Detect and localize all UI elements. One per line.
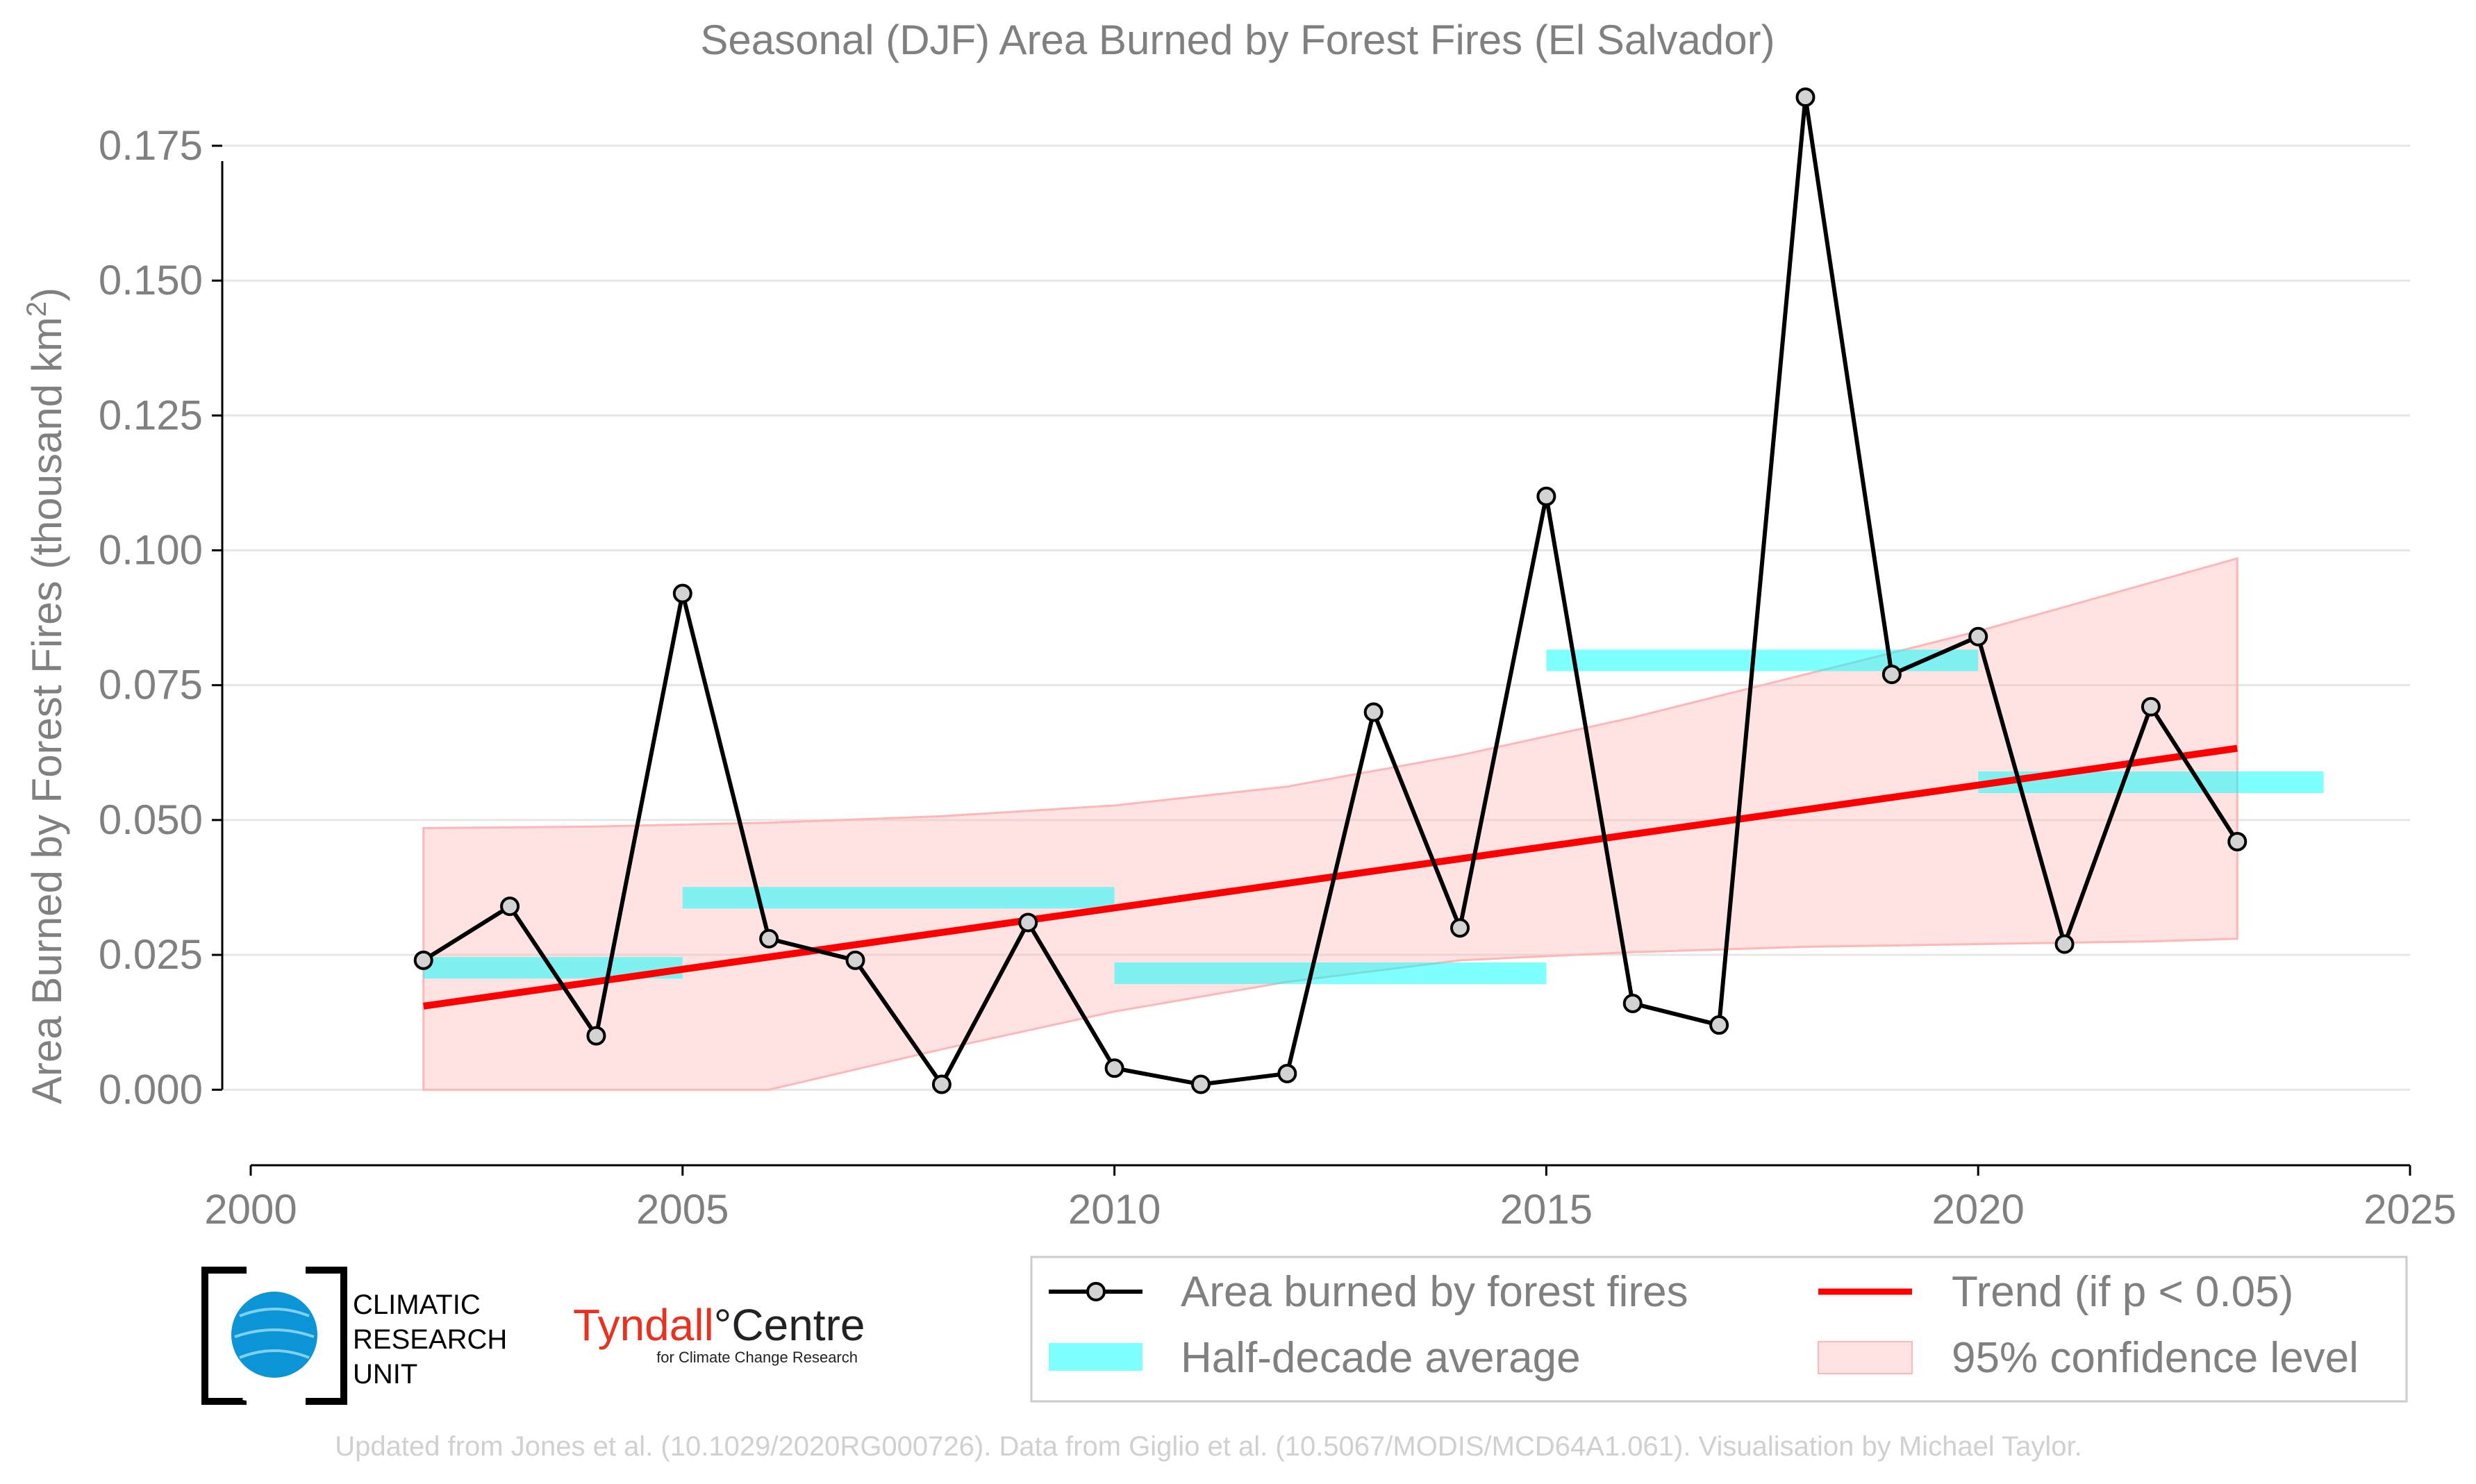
y-tick-label: 0.175 — [99, 122, 203, 169]
trend-line — [423, 744, 2238, 1010]
data-point — [1277, 1063, 1297, 1083]
x-tick-label: 2005 — [636, 1186, 729, 1233]
data-point — [759, 928, 779, 949]
data-point — [1536, 486, 1556, 506]
data-point — [1363, 702, 1384, 722]
legend-label-half-decade: Half-decade average — [1181, 1334, 1581, 1382]
data-point — [845, 950, 865, 970]
legend-item-half-decade: Half-decade average — [1049, 1334, 1581, 1382]
data-point — [1622, 993, 1643, 1013]
cru-logo-bracket-right — [306, 1267, 347, 1405]
data-point — [2054, 934, 2075, 954]
cru-logo-globe-icon — [231, 1292, 317, 1378]
cru-logo-globe-lines — [234, 1308, 315, 1359]
x-tick-labels: 2000 2005 2010 2015 2020 2025 — [204, 1165, 2457, 1233]
data-point — [1018, 912, 1038, 933]
half-decade-average-bar — [1114, 962, 1547, 985]
data-point — [1968, 626, 1988, 647]
data-point — [2227, 831, 2247, 851]
y-axis-label-superscript: 2 — [22, 301, 52, 317]
legend-frame — [1030, 1256, 2408, 1403]
cru-logo: CLIMATIC RESEARCH UNIT — [201, 1267, 507, 1405]
y-tick-label: 0.125 — [99, 392, 203, 438]
x-tick-label: 2025 — [2363, 1186, 2456, 1233]
data-point — [1709, 1015, 1729, 1035]
data-point — [1104, 1058, 1124, 1078]
data-point — [1450, 918, 1470, 938]
cru-logo-line-2: RESEARCH — [353, 1324, 507, 1355]
data-point — [1795, 87, 1816, 107]
y-axis-label-main: Area Burned by Forest Fires (thousand km — [24, 317, 70, 1104]
y-tick-label: 0.025 — [99, 931, 203, 978]
tyndall-logo-degree: ° — [714, 1300, 732, 1350]
legend-band-icon — [1049, 1343, 1143, 1371]
legend-label-area-burned: Area burned by forest fires — [1181, 1268, 1688, 1316]
x-tick-label: 2020 — [1931, 1186, 2024, 1233]
y-tick-label: 0.050 — [99, 797, 203, 843]
x-tick-label: 2000 — [204, 1186, 297, 1233]
y-axis-label: Area Burned by Forest Fires (thousand km… — [22, 287, 70, 1104]
legend-item-area-burned: Area burned by forest fires — [1049, 1268, 1688, 1316]
y-tick-label: 0.075 — [99, 662, 203, 708]
series-layer — [413, 87, 2247, 1094]
legend-label-confidence: 95% confidence level — [1952, 1334, 2359, 1382]
x-tick-label: 2015 — [1500, 1186, 1593, 1233]
tyndall-logo-wordmark: Tyndall°Centre — [573, 1300, 865, 1350]
legend-item-confidence: 95% confidence level — [1818, 1334, 2359, 1382]
y-tick-label: 0.150 — [99, 257, 203, 303]
data-point — [500, 897, 520, 917]
tyndall-logo-centre: Centre — [731, 1300, 865, 1350]
data-point — [1881, 665, 1902, 685]
data-point — [413, 950, 433, 970]
data-point — [672, 583, 692, 603]
y-axis-label-end: ) — [24, 287, 70, 301]
legend: Area burned by forest fires Half-decade … — [1030, 1256, 2408, 1403]
data-point — [2141, 697, 2161, 717]
confidence-band-layer — [422, 557, 2238, 1091]
half-decade-average-bar — [1546, 649, 1979, 672]
half-decade-average-bar — [682, 887, 1115, 909]
data-point — [931, 1074, 952, 1094]
tyndall-logo-subtitle: for Climate Change Research — [656, 1349, 858, 1366]
gridlines — [222, 144, 2410, 1091]
data-point — [1190, 1074, 1211, 1094]
y-tick-labels: 0.000 0.025 0.050 0.075 0.100 0.125 0.150 0.175 — [99, 122, 222, 1112]
legend-marker-icon — [1086, 1282, 1106, 1301]
legend-label-trend: Trend (if p < 0.05) — [1952, 1268, 2293, 1316]
cru-logo-line-1: CLIMATIC — [353, 1290, 481, 1320]
cru-logo-bracket-left — [201, 1267, 247, 1405]
chart-title: Seasonal (DJF) Area Burned by Forest Fir… — [700, 17, 1775, 63]
legend-confidence-patch-icon — [1818, 1341, 1913, 1374]
cru-logo-line-3: UNIT — [353, 1359, 417, 1390]
x-tick-label: 2010 — [1068, 1186, 1161, 1233]
data-point — [586, 1026, 606, 1046]
series-line-area-burned — [422, 95, 2239, 1087]
y-tick-label: 0.000 — [99, 1066, 203, 1112]
confidence-band — [422, 557, 2238, 1091]
tyndall-logo: Tyndall°Centre for Climate Change Resear… — [573, 1300, 865, 1366]
legend-item-trend: Trend (if p < 0.05) — [1818, 1268, 2293, 1316]
tyndall-logo-main: Tyndall — [573, 1300, 714, 1350]
credit-text: Updated from Jones et al. (10.1029/2020R… — [335, 1431, 2082, 1462]
trend-line-layer — [423, 744, 2238, 1010]
y-tick-label: 0.100 — [99, 526, 203, 573]
